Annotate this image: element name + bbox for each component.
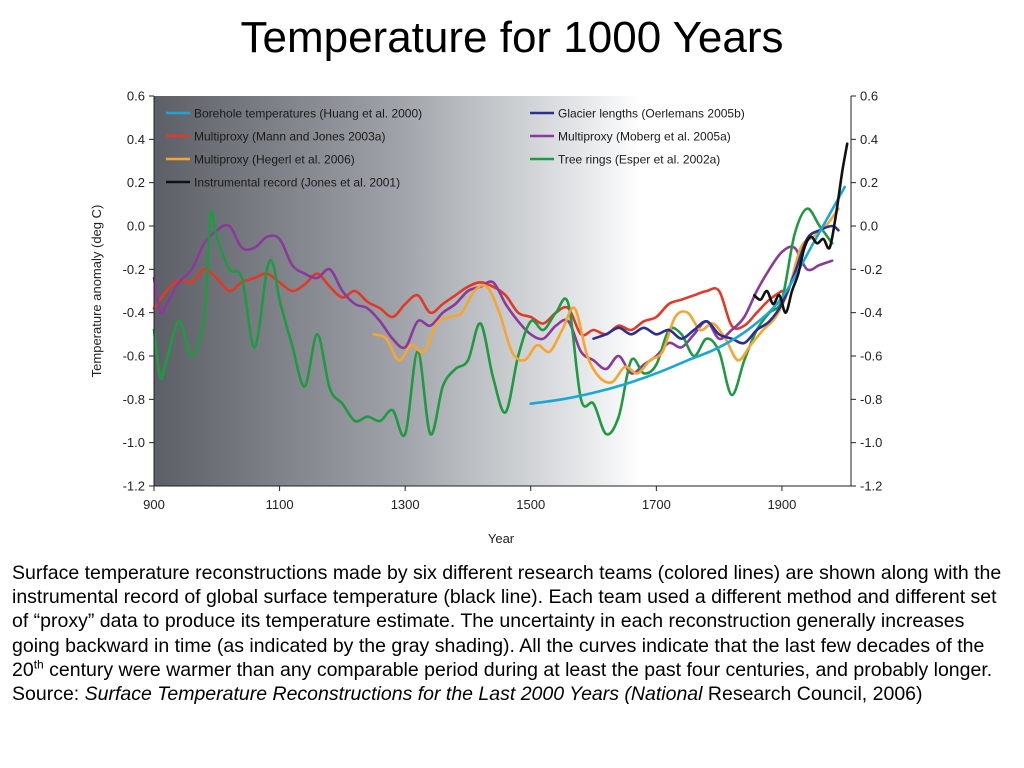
caption: Surface temperature reconstructions made… — [12, 561, 1017, 706]
x-tick-label: 1300 — [391, 497, 420, 512]
series-layer — [152, 142, 849, 438]
y-tick-label-right: 0.6 — [860, 89, 878, 104]
y-tick-label-right: -1.2 — [860, 479, 882, 494]
x-tick-label: 1500 — [516, 497, 545, 512]
legend-label-3: Instrumental record (Jones et al. 2001) — [194, 176, 400, 190]
x-tick-label: 1900 — [767, 497, 796, 512]
y-tick-label-left: -1.2 — [123, 479, 145, 494]
y-tick-label-right: 0.2 — [860, 175, 878, 190]
caption-text-2: century were warmer than any comparable … — [12, 658, 993, 706]
y-tick-label-right: -0.6 — [860, 349, 882, 364]
y-tick-label-left: 0.2 — [127, 175, 145, 190]
y-tick-label-left: -0.6 — [123, 349, 145, 364]
temperature-chart: Borehole temperatures (Huang et al. 2000… — [89, 89, 883, 547]
y-tick-label-right: -0.4 — [860, 305, 882, 320]
y-axis-label: Temperature anomaly (deg C) — [89, 205, 104, 378]
legend-label-1: Multiproxy (Mann and Jones 2003a) — [194, 130, 385, 144]
series-line-6 — [152, 207, 834, 438]
series-line-3 — [753, 142, 849, 315]
legend-label-2: Multiproxy (Hegerl et al. 2006) — [194, 153, 355, 167]
x-tick-label: 900 — [143, 497, 165, 512]
caption-source-title: Surface Temperature Reconstructions for … — [84, 683, 703, 706]
y-tick-label-left: 0.0 — [127, 219, 145, 234]
legend-label-0: Borehole temperatures (Huang et al. 2000… — [194, 107, 422, 121]
y-tick-label-right: -0.8 — [860, 392, 882, 407]
y-tick-label-right: 0.4 — [860, 132, 878, 147]
series-line-1 — [152, 267, 784, 337]
series-line-5 — [152, 223, 834, 375]
tick-labels: 0.6 0.6 0.4 0.4 0.2 0.2 0.0 0.0 -0.2 -0.2 -0.4 -0.4… — [123, 89, 883, 513]
legend-label-5: Multiproxy (Moberg et al. 2005a) — [558, 130, 731, 144]
series-line-2 — [372, 207, 840, 384]
legend: Borehole temperatures (Huang et al. 2000… — [166, 107, 745, 190]
legend-label-4: Glacier lengths (Oerlemans 2005b) — [558, 107, 745, 121]
caption-superscript: th — [33, 657, 44, 672]
x-axis-label: Year — [488, 531, 515, 546]
y-tick-label-right: 0.0 — [860, 219, 878, 234]
y-tick-label-right: -0.2 — [860, 262, 882, 277]
series-line-0 — [529, 185, 846, 405]
caption-text-3: Research Council, 2006) — [702, 683, 923, 706]
axes — [149, 95, 856, 491]
y-tick-label-left: -0.4 — [123, 305, 145, 320]
x-tick-label: 1700 — [642, 497, 671, 512]
y-tick-label-right: -1.0 — [860, 435, 882, 450]
caption-text: Surface temperature reconstructions made… — [12, 562, 1002, 681]
legend-label-6: Tree rings (Esper et al. 2002a) — [558, 153, 720, 167]
y-tick-label-left: 0.6 — [127, 89, 145, 104]
y-tick-label-left: -0.8 — [123, 392, 145, 407]
x-tick-label: 1100 — [266, 497, 294, 512]
y-tick-label-left: 0.4 — [127, 132, 145, 147]
y-tick-label-left: -0.2 — [123, 262, 145, 277]
y-tick-label-left: -1.0 — [123, 435, 145, 450]
slide-title: Temperature for 1000 Years — [240, 13, 784, 62]
